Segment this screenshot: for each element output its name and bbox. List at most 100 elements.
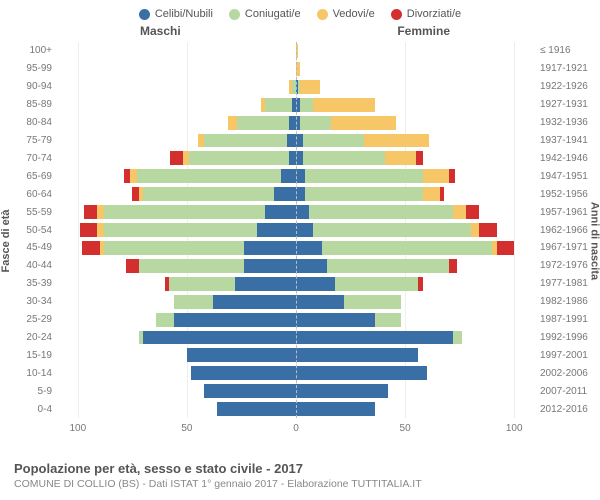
- male-bar: [56, 277, 296, 291]
- male-bar: [56, 205, 296, 219]
- birth-label: 1987-1991: [540, 314, 594, 325]
- x-tick: 0: [293, 423, 299, 434]
- legend-item: Celibi/Nubili: [139, 8, 213, 20]
- female-bar: [296, 116, 536, 130]
- birth-label: 1917-1921: [540, 63, 594, 74]
- bar-segment: [228, 116, 237, 130]
- bar-segment: [104, 205, 265, 219]
- bar-segment: [104, 223, 257, 237]
- legend-label: Celibi/Nubili: [155, 8, 213, 20]
- bar-segment: [169, 277, 234, 291]
- age-label: 25-29: [18, 314, 52, 325]
- bar-segment: [281, 169, 296, 183]
- female-bar: [296, 402, 536, 416]
- age-label: 80-84: [18, 117, 52, 128]
- bar-segment: [466, 205, 479, 219]
- bar-segment: [385, 151, 416, 165]
- female-header: Femmine: [397, 24, 450, 38]
- bar-segment: [235, 277, 296, 291]
- bar-segment: [449, 259, 458, 273]
- bar-segment: [296, 295, 344, 309]
- center-line: [296, 42, 297, 418]
- male-bar: [56, 313, 296, 327]
- bar-segment: [84, 205, 97, 219]
- column-headers: Maschi Femmine: [0, 24, 600, 42]
- legend-label: Coniugati/e: [245, 8, 301, 20]
- bar-segment: [423, 187, 440, 201]
- pyramid-chart: Fasce di età Anni di nascita 100+≤ 19169…: [0, 42, 600, 440]
- bar-segment: [309, 205, 453, 219]
- bar-segment: [257, 223, 296, 237]
- bar-segment: [287, 134, 296, 148]
- bar-segment: [143, 187, 274, 201]
- bar-segment: [303, 134, 364, 148]
- bar-segment: [305, 187, 423, 201]
- female-bar: [296, 241, 536, 255]
- age-label: 100+: [18, 45, 52, 56]
- female-bar: [296, 169, 536, 183]
- birth-label: 1997-2001: [540, 350, 594, 361]
- female-bar: [296, 44, 536, 58]
- age-label: 65-69: [18, 171, 52, 182]
- age-label: 35-39: [18, 278, 52, 289]
- bar-segment: [174, 295, 213, 309]
- birth-label: 1947-1951: [540, 171, 594, 182]
- age-label: 90-94: [18, 81, 52, 92]
- birth-label: 1967-1971: [540, 242, 594, 253]
- bar-segment: [265, 205, 296, 219]
- bar-segment: [335, 277, 418, 291]
- bar-segment: [331, 116, 396, 130]
- bar-segment: [364, 134, 429, 148]
- age-label: 70-74: [18, 153, 52, 164]
- female-bar: [296, 384, 536, 398]
- female-bar: [296, 80, 536, 94]
- legend-swatch: [317, 9, 328, 20]
- age-label: 95-99: [18, 63, 52, 74]
- bar-segment: [300, 98, 313, 112]
- male-bar: [56, 366, 296, 380]
- age-label: 30-34: [18, 296, 52, 307]
- birth-label: 1977-1981: [540, 278, 594, 289]
- bar-segment: [296, 169, 305, 183]
- bar-segment: [497, 241, 514, 255]
- birth-label: 1952-1956: [540, 189, 594, 200]
- age-label: 85-89: [18, 99, 52, 110]
- bar-segment: [137, 169, 281, 183]
- bar-segment: [143, 331, 296, 345]
- bar-segment: [189, 151, 289, 165]
- x-tick: 100: [69, 423, 86, 434]
- female-bar: [296, 259, 536, 273]
- bar-segment: [375, 313, 401, 327]
- y-axis-left-title: Fasce di età: [0, 210, 12, 273]
- birth-label: ≤ 1916: [540, 45, 594, 56]
- female-bar: [296, 187, 536, 201]
- bar-segment: [344, 295, 401, 309]
- bar-segment: [416, 151, 423, 165]
- male-bar: [56, 402, 296, 416]
- male-bar: [56, 223, 296, 237]
- female-bar: [296, 151, 536, 165]
- legend: Celibi/NubiliConiugati/eVedovi/eDivorzia…: [0, 0, 600, 24]
- bar-segment: [479, 223, 496, 237]
- footer-title: Popolazione per età, sesso e stato civil…: [14, 461, 586, 476]
- bar-segment: [204, 134, 287, 148]
- age-label: 75-79: [18, 135, 52, 146]
- bar-segment: [327, 259, 449, 273]
- footer: Popolazione per età, sesso e stato civil…: [14, 461, 586, 490]
- bar-segment: [300, 116, 331, 130]
- male-bar: [56, 187, 296, 201]
- female-bar: [296, 366, 536, 380]
- legend-item: Divorziati/e: [391, 8, 461, 20]
- male-bar: [56, 134, 296, 148]
- male-bar: [56, 259, 296, 273]
- bar-segment: [418, 277, 422, 291]
- bar-segment: [204, 384, 296, 398]
- female-bar: [296, 62, 536, 76]
- birth-label: 1982-1986: [540, 296, 594, 307]
- legend-swatch: [229, 9, 240, 20]
- bar-segment: [322, 241, 492, 255]
- male-header: Maschi: [140, 24, 181, 38]
- birth-label: 1942-1946: [540, 153, 594, 164]
- bar-segment: [296, 277, 335, 291]
- female-bar: [296, 205, 536, 219]
